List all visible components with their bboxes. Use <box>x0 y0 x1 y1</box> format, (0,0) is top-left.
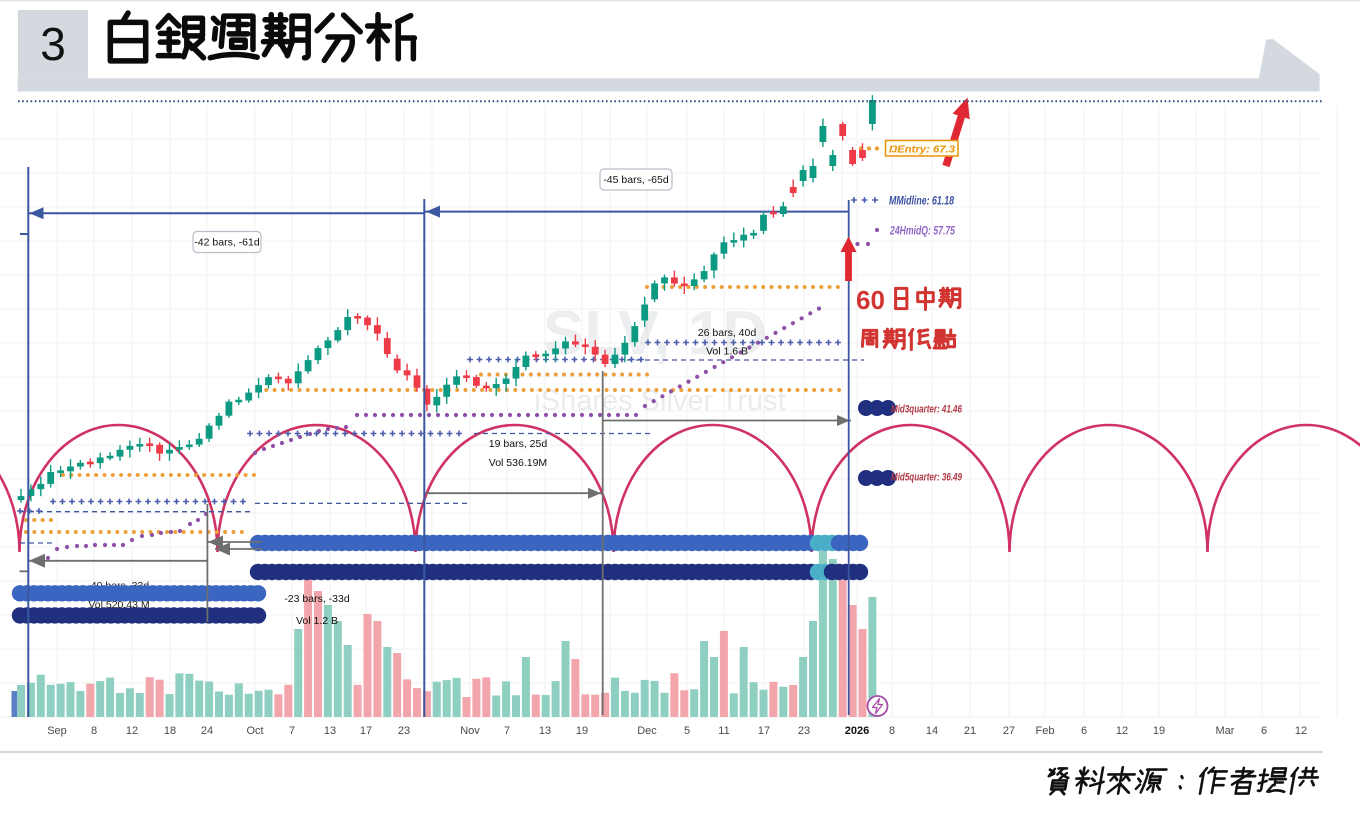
svg-text:2026: 2026 <box>845 725 869 737</box>
svg-text:24: 24 <box>201 725 213 737</box>
svg-text:MMidline: 61.18: MMidline: 61.18 <box>889 196 954 208</box>
svg-text:23: 23 <box>798 725 810 737</box>
svg-text:Dec: Dec <box>637 725 657 737</box>
svg-text:12: 12 <box>1295 725 1307 737</box>
svg-text:23: 23 <box>398 725 410 737</box>
svg-text:Vol 1.6 B: Vol 1.6 B <box>706 346 748 358</box>
svg-text:Feb: Feb <box>1036 725 1055 737</box>
svg-text:17: 17 <box>758 725 770 737</box>
svg-text:-23 bars, -33d: -23 bars, -33d <box>284 593 350 605</box>
svg-text:6: 6 <box>1261 725 1267 737</box>
svg-text:19: 19 <box>576 725 588 737</box>
svg-text:8: 8 <box>91 725 97 737</box>
svg-text:24HmidQ: 57.75: 24HmidQ: 57.75 <box>889 226 955 238</box>
svg-text:11: 11 <box>718 725 729 737</box>
svg-text:Vol 536.19M: Vol 536.19M <box>489 457 547 469</box>
svg-text:5: 5 <box>684 725 690 737</box>
svg-text:27: 27 <box>1003 725 1015 737</box>
svg-text:13: 13 <box>324 725 336 737</box>
svg-text:-42 bars, -61d: -42 bars, -61d <box>194 237 260 249</box>
svg-text:Mar: Mar <box>1216 725 1235 737</box>
svg-text:Vol 520.43 M: Vol 520.43 M <box>88 599 149 611</box>
svg-text:7: 7 <box>504 725 510 737</box>
svg-text:12: 12 <box>126 725 138 737</box>
svg-text:26 bars, 40d: 26 bars, 40d <box>698 327 757 339</box>
svg-text:Nov: Nov <box>460 725 480 737</box>
svg-text:Mid3quarter: 41.46: Mid3quarter: 41.46 <box>891 404 963 416</box>
svg-text:14: 14 <box>926 725 938 737</box>
svg-text:Vol 1.2 B: Vol 1.2 B <box>296 615 338 627</box>
svg-text:60: 60 <box>856 285 885 315</box>
svg-text:18: 18 <box>164 725 176 737</box>
svg-text:-45 bars, -65d: -45 bars, -65d <box>603 174 669 186</box>
svg-text:13: 13 <box>539 725 551 737</box>
svg-text:Sep: Sep <box>47 725 67 737</box>
svg-text:21: 21 <box>964 725 976 737</box>
svg-text:SLV, 1D: SLV, 1D <box>543 299 767 368</box>
svg-text:8: 8 <box>889 725 895 737</box>
svg-text:ŊEntry: 67.3: ŊEntry: 67.3 <box>889 144 955 156</box>
svg-text:7: 7 <box>289 725 295 737</box>
svg-text:3: 3 <box>40 18 66 70</box>
svg-text:iShares Silver Trust: iShares Silver Trust <box>534 385 785 417</box>
svg-text:6: 6 <box>1081 725 1087 737</box>
svg-text:12: 12 <box>1116 725 1128 737</box>
svg-text:19 bars, 25d: 19 bars, 25d <box>489 438 548 450</box>
svg-text:17: 17 <box>360 725 372 737</box>
svg-text:Mid5quarter: 36.49: Mid5quarter: 36.49 <box>891 472 963 484</box>
svg-text:19: 19 <box>1153 725 1165 737</box>
svg-text:Oct: Oct <box>246 725 263 737</box>
